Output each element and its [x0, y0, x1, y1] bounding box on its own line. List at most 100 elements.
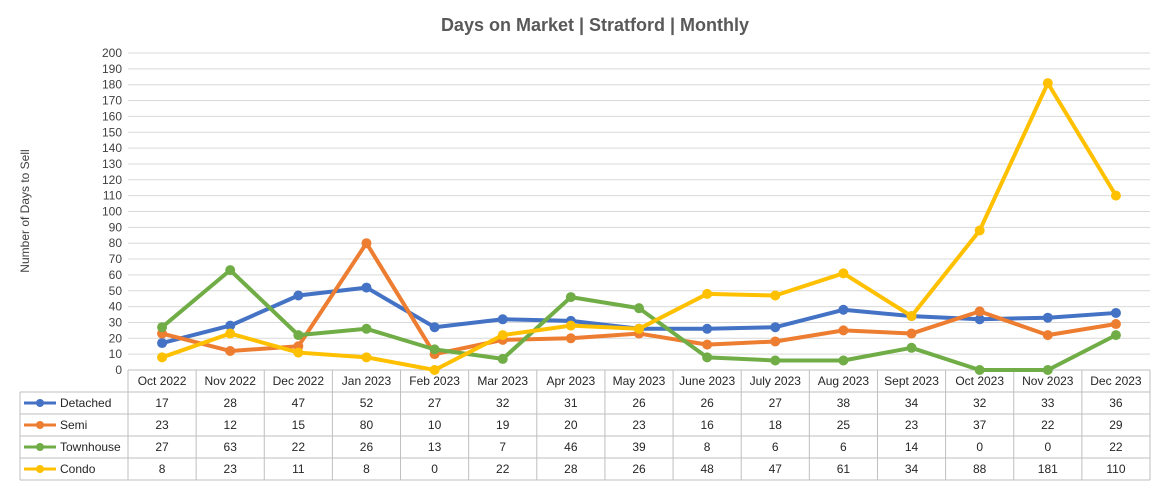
point-detached-oct-2023 [974, 314, 985, 325]
point-condo-july-2023 [770, 290, 781, 301]
point-semi-june-2023 [702, 339, 713, 350]
y-tick-0: 0 [115, 363, 122, 377]
category-label-feb-2023: Feb 2023 [409, 374, 460, 388]
series-condo [157, 78, 1121, 375]
point-townhouse-jan-2023 [361, 323, 372, 334]
table-cell-semi-oct-2022: 23 [155, 418, 169, 432]
table-cell-detached-june-2023: 26 [700, 396, 714, 410]
point-semi-oct-2023 [974, 306, 985, 317]
table-cell-semi-june-2023: 16 [700, 418, 714, 432]
table-cell-condo-nov-2023: 181 [1038, 462, 1058, 476]
table-cell-semi-dec-2022: 15 [292, 418, 306, 432]
y-tick-10: 10 [109, 347, 123, 361]
table-cell-condo-feb-2023: 0 [431, 462, 438, 476]
y-tick-110: 110 [103, 189, 122, 203]
point-detached-nov-2023 [1042, 312, 1053, 323]
y-tick-70: 70 [109, 252, 123, 266]
table-cell-semi-apr-2023: 20 [564, 418, 578, 432]
point-condo-dec-2022 [293, 347, 304, 358]
y-tick-180: 180 [102, 78, 122, 92]
y-tick-50: 50 [109, 284, 123, 298]
table-cell-detached-july-2023: 27 [769, 396, 783, 410]
legend-label-condo: Condo [60, 462, 96, 476]
category-label-july-2023: July 2023 [750, 374, 802, 388]
point-townhouse-oct-2022 [157, 322, 168, 333]
table-cell-condo-june-2023: 48 [700, 462, 714, 476]
category-label-may-2023: May 2023 [613, 374, 666, 388]
point-townhouse-aug-2023 [838, 355, 849, 366]
point-detached-dec-2023 [1110, 307, 1121, 318]
y-tick-140: 140 [102, 141, 122, 155]
table-cell-condo-apr-2023: 28 [564, 462, 578, 476]
point-townhouse-apr-2023 [565, 292, 576, 303]
point-detached-july-2023 [770, 322, 781, 333]
point-condo-june-2023 [702, 288, 713, 299]
point-condo-sept-2023 [906, 311, 917, 322]
point-detached-jan-2023 [361, 282, 372, 293]
y-tick-160: 160 [102, 109, 122, 123]
point-condo-feb-2023 [429, 365, 440, 375]
point-townhouse-feb-2023 [429, 344, 440, 355]
table-cell-detached-dec-2023: 36 [1109, 396, 1123, 410]
point-townhouse-nov-2022 [225, 265, 236, 276]
y-tick-100: 100 [102, 205, 122, 219]
point-semi-dec-2023 [1110, 319, 1121, 330]
table-cell-townhouse-oct-2022: 27 [155, 440, 169, 454]
legend-key-marker-detached [36, 399, 44, 407]
y-tick-190: 190 [102, 62, 122, 76]
table-cell-condo-may-2023: 26 [632, 462, 646, 476]
category-label-aug-2023: Aug 2023 [818, 374, 870, 388]
table-cell-semi-nov-2022: 12 [224, 418, 238, 432]
chart-title: Days on Market | Stratford | Monthly [441, 15, 749, 35]
point-semi-nov-2022 [225, 345, 236, 356]
point-townhouse-sept-2023 [906, 342, 917, 353]
legend-key-marker-condo [36, 465, 44, 473]
table-cell-detached-mar-2023: 32 [496, 396, 510, 410]
series-townhouse [157, 265, 1121, 375]
category-label-dec-2022: Dec 2022 [273, 374, 325, 388]
table-cell-condo-mar-2023: 22 [496, 462, 510, 476]
point-condo-aug-2023 [838, 268, 849, 279]
table-cell-condo-aug-2023: 61 [837, 462, 851, 476]
point-detached-aug-2023 [838, 304, 849, 315]
point-townhouse-july-2023 [770, 355, 781, 366]
point-detached-june-2023 [702, 323, 713, 334]
point-condo-oct-2022 [157, 352, 168, 363]
point-detached-oct-2022 [157, 338, 168, 349]
table-cell-townhouse-oct-2023: 0 [976, 440, 983, 454]
data-table: Oct 2022 Nov 2022 Dec 2022 Jan 2023 Feb 2023… [19, 369, 1151, 481]
point-semi-aug-2023 [838, 325, 849, 336]
point-condo-mar-2023 [497, 330, 508, 341]
table-cell-detached-oct-2023: 32 [973, 396, 987, 410]
y-tick-40: 40 [109, 300, 123, 314]
table-cell-townhouse-dec-2023: 22 [1109, 440, 1123, 454]
gridlines [128, 52, 1150, 355]
table-cell-townhouse-jan-2023: 26 [360, 440, 374, 454]
point-semi-jan-2023 [361, 238, 372, 249]
table-cell-condo-jan-2023: 8 [363, 462, 370, 476]
y-tick-120: 120 [102, 173, 122, 187]
category-label-jan-2023: Jan 2023 [342, 374, 392, 388]
table-cell-townhouse-sept-2023: 14 [905, 440, 919, 454]
table-cell-detached-feb-2023: 27 [428, 396, 442, 410]
point-detached-nov-2022 [225, 320, 236, 331]
point-condo-nov-2022 [225, 328, 236, 339]
legend-label-detached: Detached [60, 396, 111, 410]
point-townhouse-mar-2023 [497, 353, 508, 364]
y-tick-170: 170 [102, 94, 122, 108]
table-cell-detached-nov-2022: 28 [224, 396, 238, 410]
legend-key-marker-townhouse [36, 443, 44, 451]
category-label-june-2023: June 2023 [679, 374, 735, 388]
category-label-sept-2023: Sept 2023 [884, 374, 939, 388]
point-semi-july-2023 [770, 336, 781, 347]
legend-label-semi: Semi [60, 418, 87, 432]
table-cell-townhouse-july-2023: 6 [772, 440, 779, 454]
y-tick-90: 90 [109, 220, 123, 234]
table-cell-townhouse-may-2023: 39 [632, 440, 646, 454]
table-cell-semi-dec-2023: 29 [1109, 418, 1123, 432]
table-cell-detached-oct-2022: 17 [155, 396, 169, 410]
category-label-apr-2023: Apr 2023 [547, 374, 596, 388]
category-label-oct-2023: Oct 2023 [955, 374, 1004, 388]
point-condo-may-2023 [634, 323, 644, 334]
y-tick-130: 130 [102, 157, 122, 171]
